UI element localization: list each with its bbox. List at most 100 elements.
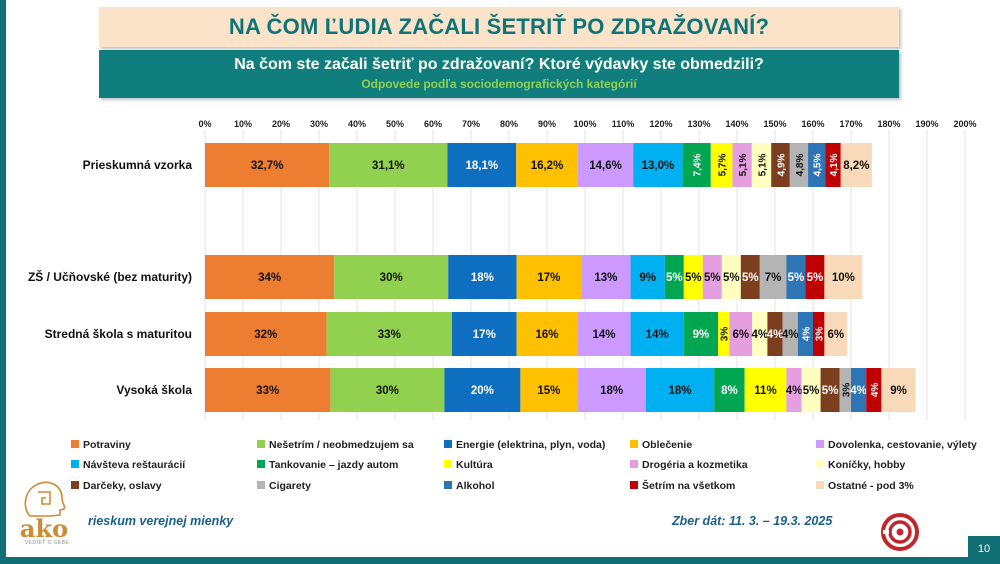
question-banner: Na čom ste začali šetriť po zdražovaní? …: [99, 50, 899, 98]
bar-segment: [808, 143, 826, 187]
legend-label: Cigarety: [269, 480, 311, 492]
data-label: 18%: [471, 272, 494, 284]
legend-label: Návšteva reštaurácií: [83, 459, 186, 471]
x-tick-label: 140%: [725, 119, 748, 129]
data-label: 34%: [258, 272, 281, 284]
bar-segment: [801, 368, 821, 412]
frame-bottom-bar: [0, 557, 1000, 564]
x-tick-label: 120%: [649, 119, 672, 129]
legend-label: Darčeky, oslavy: [83, 480, 162, 492]
data-label: 4%: [870, 383, 881, 398]
data-label: 9%: [890, 385, 907, 397]
bar-segment: [813, 312, 825, 356]
bar-segment: [729, 312, 753, 356]
data-label: 5,1%: [758, 153, 769, 176]
bar-segment: [744, 368, 787, 412]
data-label: 8,2%: [843, 160, 869, 172]
data-label: 3%: [720, 327, 731, 342]
data-label: 17%: [537, 272, 560, 284]
data-label: 6%: [827, 329, 844, 341]
bar-segment: [682, 143, 711, 187]
data-label: 4,5%: [813, 153, 824, 176]
data-label: 10%: [832, 272, 855, 284]
data-label: 3%: [841, 383, 852, 398]
x-tick-label: 10%: [234, 119, 252, 129]
bar-segment: [786, 368, 802, 412]
data-label: 4%: [751, 329, 768, 341]
legend-label: Energie (elektrina, plyn, voda): [456, 439, 605, 451]
bar-segment: [721, 255, 741, 299]
legend-swatch: [444, 440, 452, 448]
data-label: 4,1%: [829, 153, 840, 176]
data-label: 14,6%: [589, 160, 622, 172]
data-label: 32%: [254, 329, 277, 341]
bar-segment: [786, 255, 806, 299]
partner-swirl-logo: [881, 513, 919, 551]
bar-segment: [520, 368, 578, 412]
data-label: 6%: [732, 329, 749, 341]
x-tick-label: 90%: [538, 119, 556, 129]
legend-swatch: [71, 460, 79, 468]
bar-segment: [645, 368, 715, 412]
x-tick-label: 80%: [500, 119, 518, 129]
bar-segment: [839, 368, 851, 412]
data-label: 4%: [850, 385, 867, 397]
bar-segment: [820, 368, 840, 412]
category-label: Vysoká škola: [116, 383, 192, 397]
data-label: 33%: [256, 385, 279, 397]
legend-swatch: [257, 440, 265, 448]
ako-logo-tagline: VEDIEŤ O SEBE: [24, 540, 70, 546]
data-label: 15%: [537, 385, 560, 397]
x-tick-label: 20%: [272, 119, 290, 129]
category-label: Stredná škola s maturitou: [45, 327, 192, 341]
data-label: 5,7%: [718, 153, 729, 176]
x-tick-label: 130%: [687, 119, 710, 129]
bar-segment: [824, 312, 848, 356]
legend-swatch: [630, 481, 638, 489]
bar-segment: [740, 255, 760, 299]
legend-swatch: [71, 440, 79, 448]
data-label: 17%: [473, 329, 496, 341]
bar-segment: [664, 255, 684, 299]
category-label: ZŠ / Učňovské (bez maturity): [28, 269, 192, 284]
question-note: Odpovede podľa sociodemografických kateg…: [361, 77, 637, 91]
category-label: Prieskumná vzorka: [83, 158, 193, 172]
data-label: 5%: [723, 272, 740, 284]
bar-segment: [205, 255, 335, 299]
bar-segment: [581, 255, 631, 299]
legend-label: Dovolenka, cestovanie, výlety: [828, 439, 977, 451]
data-label: 7%: [765, 272, 782, 284]
bar-segment: [448, 255, 517, 299]
x-tick-label: 50%: [386, 119, 404, 129]
data-label: 5%: [788, 272, 805, 284]
bar-segment: [866, 368, 882, 412]
ako-logo-text: ako: [19, 514, 69, 543]
x-tick-label: 0%: [198, 119, 211, 129]
data-label: 18%: [600, 385, 623, 397]
data-label: 5%: [807, 272, 824, 284]
legend-label: Oblečenie: [642, 439, 692, 451]
data-label: 9%: [693, 329, 710, 341]
x-tick-label: 110%: [612, 119, 635, 129]
x-tick-label: 40%: [348, 119, 366, 129]
data-label: 4%: [782, 329, 799, 341]
legend-label: Potraviny: [83, 439, 131, 451]
legend-swatch: [71, 481, 79, 489]
bar-segment: [205, 312, 327, 356]
bar-segment: [683, 312, 718, 356]
bar-segment: [782, 312, 798, 356]
bar-segment: [516, 255, 582, 299]
legend-label: Ostatné - pod 3%: [828, 480, 914, 492]
data-label: 18%: [668, 385, 691, 397]
bar-segment: [577, 368, 646, 412]
legend-swatch: [816, 460, 824, 468]
x-tick-label: 150%: [763, 119, 786, 129]
data-label: 3%: [815, 327, 826, 342]
data-label: 5%: [803, 385, 820, 397]
data-label: 4%: [801, 327, 812, 342]
bar-segment: [326, 312, 452, 356]
data-label: 11%: [754, 385, 776, 397]
ako-head-icon: [24, 481, 66, 517]
data-label: 5%: [666, 272, 683, 284]
